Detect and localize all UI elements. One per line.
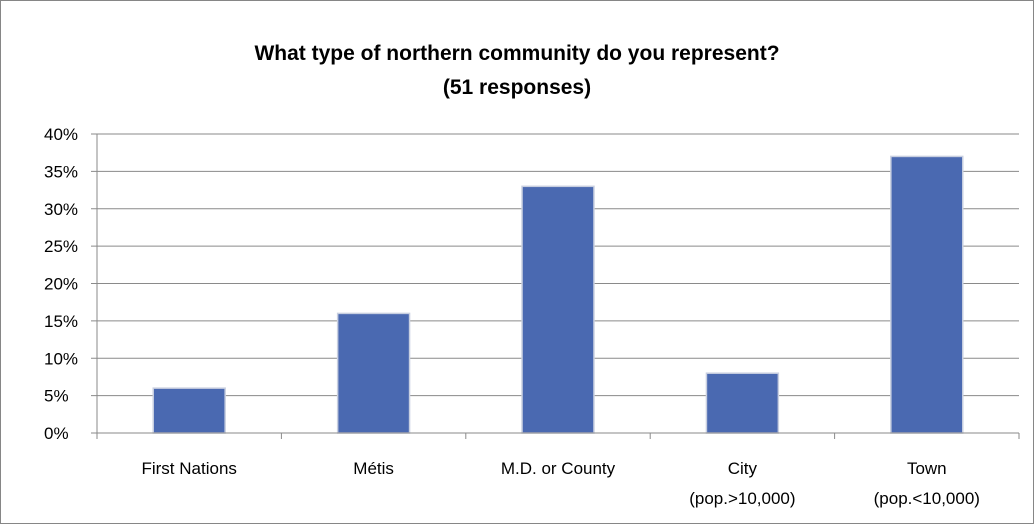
y-tick-label: 0%: [44, 424, 69, 443]
x-tick-label: (pop.<10,000): [874, 489, 980, 508]
bars: [152, 155, 964, 434]
bar: [152, 387, 226, 434]
x-tick-label: M.D. or County: [501, 459, 616, 478]
tick-labels: 0% 5% 10% 15% 20% 25% 30% 35% 40% First Nations Mé…: [44, 125, 980, 508]
bar: [890, 155, 964, 434]
y-tick-label: 5%: [44, 387, 69, 406]
y-tick-label: 15%: [44, 312, 78, 331]
x-tick-label: Métis: [353, 459, 394, 478]
y-tick-label: 10%: [44, 349, 78, 368]
y-tick-label: 35%: [44, 162, 78, 181]
x-tick-label: (pop.>10,000): [689, 489, 795, 508]
y-tick-label: 30%: [44, 200, 78, 219]
y-tick-label: 20%: [44, 275, 78, 294]
bar: [705, 372, 780, 434]
x-tick-label: Town: [907, 459, 947, 478]
bar: [336, 312, 411, 434]
chart-subtitle: (51 responses): [442, 76, 592, 99]
y-tick-label: 40%: [44, 125, 78, 144]
x-tick-label: First Nations: [141, 459, 236, 478]
x-tick-label: City: [728, 459, 758, 478]
axes: [91, 133, 1020, 439]
y-tick-label: 25%: [44, 237, 78, 256]
chart-title: What type of northern community do you r…: [254, 42, 780, 65]
bar: [521, 185, 595, 434]
